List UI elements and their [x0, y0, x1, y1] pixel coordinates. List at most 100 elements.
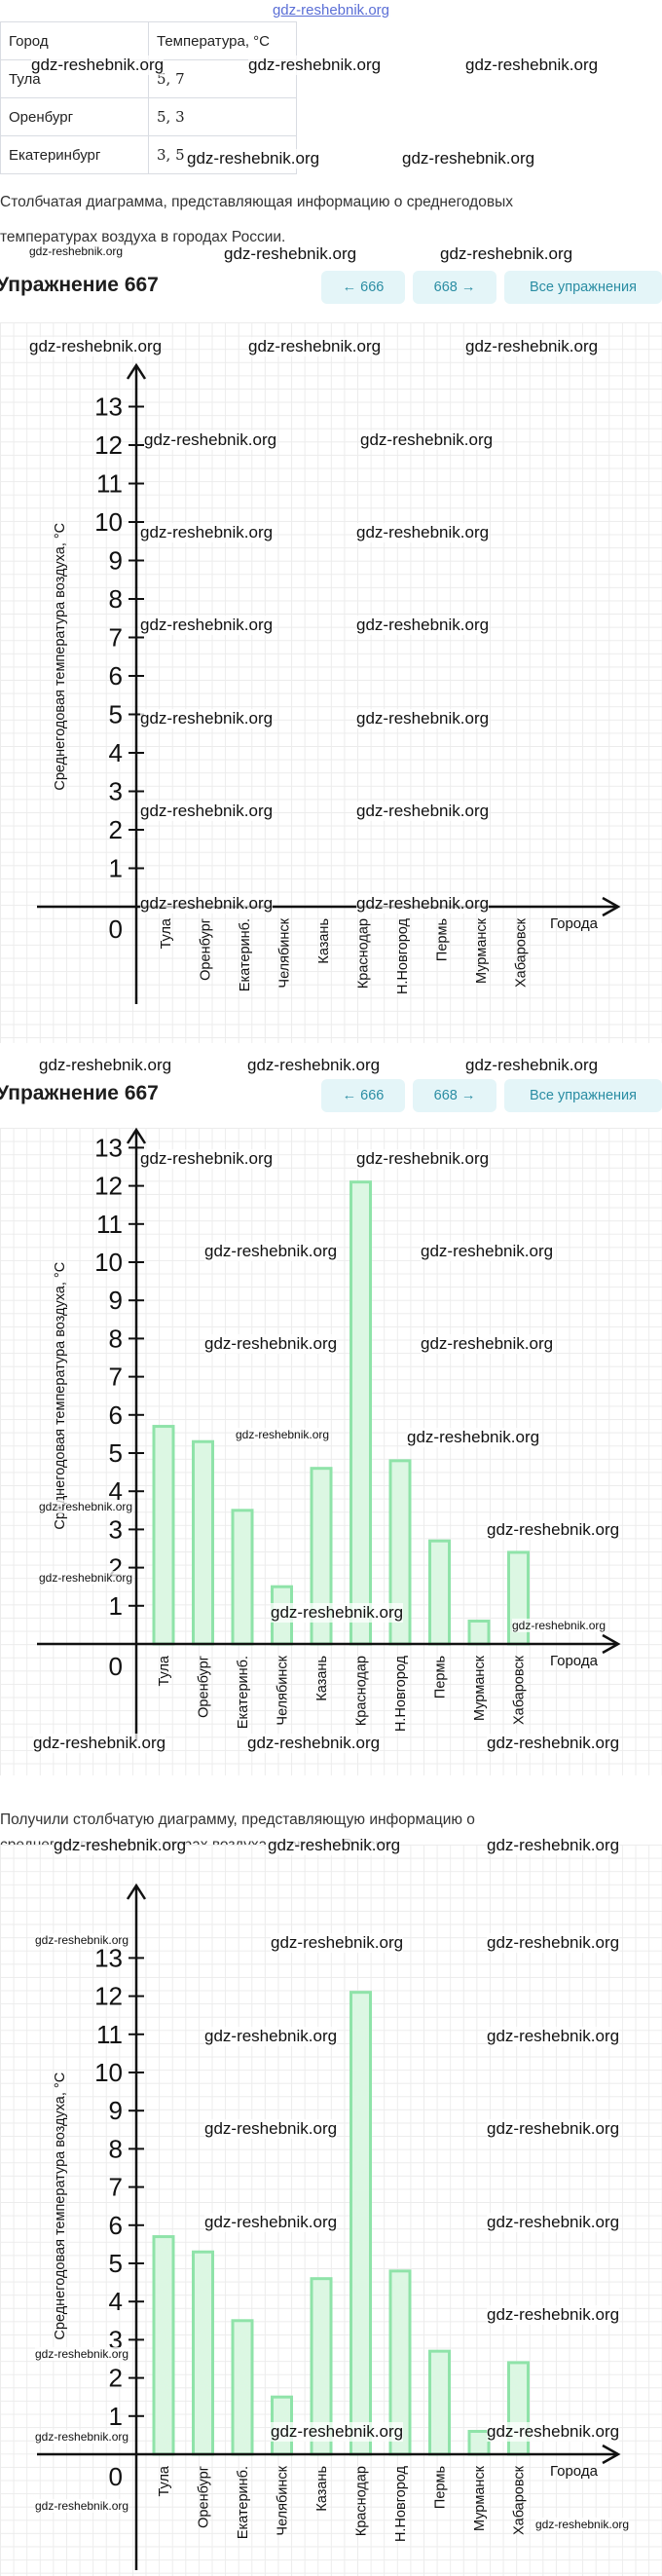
watermark-text: gdz-reshebnik.org: [35, 1933, 129, 1947]
watermark-text: gdz-reshebnik.org: [407, 1428, 540, 1447]
watermark-text: gdz-reshebnik.org: [356, 802, 490, 821]
watermark-text: gdz-reshebnik.org: [187, 149, 320, 168]
y-axis-arrow: [126, 1127, 147, 1144]
table-row: Оренбург 5, 3: [0, 97, 297, 136]
table-header-cell: Температура, °C: [148, 21, 297, 60]
watermark-text: gdz-reshebnik.org: [356, 1149, 490, 1169]
y-tick-label: 3: [109, 1514, 123, 1544]
table-header-cell: Город: [0, 21, 149, 60]
category-label-7: Пермь: [433, 2466, 449, 2509]
watermark-text: gdz-reshebnik.org: [247, 1734, 381, 1753]
y-tick-label: 4: [109, 738, 123, 767]
y-tick-label: 4: [109, 1476, 123, 1506]
category-label-2: Екатеринб.: [236, 2466, 251, 2539]
bar-8: [467, 1619, 491, 1646]
watermark-text: gdz-reshebnik.org: [271, 2422, 404, 2442]
all-exercises-button[interactable]: Все упражнения: [504, 271, 662, 304]
description-line-1: Столбчатая диаграмма, представляющая инф…: [0, 194, 513, 210]
watermark-text: gdz-reshebnik.org: [360, 430, 494, 450]
all-exercises-button[interactable]: Все упражнения: [504, 1079, 662, 1112]
watermark-text: gdz-reshebnik.org: [204, 2213, 338, 2232]
watermark-text: gdz-reshebnik.org: [204, 1242, 338, 1261]
watermark-text: gdz-reshebnik.org: [487, 2422, 620, 2442]
category-label-3: Челябинск: [276, 2465, 291, 2535]
category-label-3: Челябинск: [277, 917, 293, 988]
next-exercise-button[interactable]: 668 →: [413, 1079, 496, 1112]
y-tick-label: 12: [94, 1982, 123, 2011]
y-axis-title: Среднегодовая температура воздуха, °C: [53, 523, 68, 791]
prev-exercise-button[interactable]: ← 666: [321, 271, 405, 304]
y-tick-label: 12: [94, 1172, 123, 1201]
bar-2: [231, 2319, 254, 2456]
watermark-text: gdz-reshebnik.org: [512, 1619, 607, 1632]
watermark-text: gdz-reshebnik.org: [356, 709, 490, 728]
category-label-2: Екатеринб.: [236, 1656, 251, 1729]
y-axis-title: Среднегодовая температура воздуха, °C: [53, 2072, 68, 2340]
y-axis-title: Среднегодовая температура воздуха, °C: [53, 1262, 68, 1530]
category-label-8: Мурманск: [472, 2465, 488, 2531]
x-axis-title: Города: [550, 1653, 599, 1669]
watermark-text: gdz-reshebnik.org: [204, 2027, 338, 2046]
y-tick-label: 11: [96, 1210, 123, 1239]
watermark-text: gdz-reshebnik.org: [421, 1242, 554, 1261]
y-tick-label: 11: [96, 469, 123, 499]
y-tick-label: 12: [94, 430, 123, 460]
y-axis-arrow: [126, 1883, 147, 1900]
watermark-text: gdz-reshebnik.org: [248, 337, 382, 356]
watermark-text: gdz-reshebnik.org: [140, 894, 274, 914]
category-label-9: Хабаровск: [512, 2465, 528, 2535]
watermark-text: gdz-reshebnik.org: [35, 2347, 129, 2361]
watermark-text: gdz-reshebnik.org: [465, 1056, 599, 1075]
result-line-1: Получили столбчатую диаграмму, представл…: [0, 1811, 475, 1828]
watermark-text: gdz-reshebnik.org: [356, 616, 490, 635]
bar-0: [152, 1425, 175, 1646]
x-axis-arrow: [602, 2444, 621, 2465]
y-tick-label: 5: [109, 700, 123, 729]
watermark-text: gdz-reshebnik.org: [35, 2499, 129, 2513]
watermark-text: gdz-reshebnik.org: [140, 523, 274, 542]
watermark-text: gdz-reshebnik.org: [487, 1836, 620, 1855]
watermark-text: gdz-reshebnik.org: [140, 616, 274, 635]
y-tick-label: 10: [94, 1248, 123, 1277]
watermark-text: gdz-reshebnik.org: [204, 2119, 338, 2139]
prev-exercise-button[interactable]: ← 666: [321, 1079, 405, 1112]
y-tick-label: 2: [109, 815, 123, 844]
origin-label: 0: [109, 2462, 123, 2491]
y-tick-label: 6: [109, 661, 123, 691]
y-tick-label: 8: [109, 1324, 123, 1353]
table-header-row: Город Температура, °C: [0, 21, 297, 60]
next-exercise-button[interactable]: 668 →: [413, 271, 496, 304]
category-label-6: Н.Новгород: [393, 2465, 409, 2542]
watermark-text: gdz-reshebnik.org: [204, 1334, 338, 1354]
category-label-2: Екатеринб.: [238, 918, 253, 991]
category-label-9: Хабаровск: [512, 1655, 528, 1725]
y-tick-label: 5: [109, 2249, 123, 2278]
description-line-2: температурах воздуха в городах России.: [0, 229, 286, 245]
y-tick-label: 6: [109, 1400, 123, 1430]
watermark-text: gdz-reshebnik.org: [31, 56, 165, 75]
watermark-text: gdz-reshebnik.org: [224, 244, 357, 264]
watermark-text: gdz-reshebnik.org: [140, 1149, 274, 1169]
watermark-text: gdz-reshebnik.org: [39, 1571, 133, 1585]
watermark-text: gdz-reshebnik.org: [487, 2119, 620, 2139]
origin-label: 0: [109, 915, 123, 944]
category-label-4: Казань: [316, 918, 332, 964]
category-label-1: Оренбург: [197, 2466, 212, 2528]
y-tick-label: 2: [109, 2364, 123, 2393]
watermark-text: gdz-reshebnik.org: [487, 2027, 620, 2046]
y-tick-label: 10: [94, 2058, 123, 2087]
site-header-link[interactable]: gdz-reshebnik.org: [272, 2, 390, 19]
x-axis-title: Города: [550, 2463, 599, 2480]
watermark-text: gdz-reshebnik.org: [440, 244, 573, 264]
bar-0: [152, 2235, 175, 2456]
table-cell-temperature: 5, 3: [148, 97, 297, 136]
category-label-6: Н.Новгород: [393, 1655, 409, 1732]
watermark-text: gdz-reshebnik.org: [29, 337, 163, 356]
watermark-text: gdz-reshebnik.org: [39, 1056, 172, 1075]
watermark-text: gdz-reshebnik.org: [465, 56, 599, 75]
origin-label: 0: [109, 1652, 123, 1681]
watermark-text: gdz-reshebnik.org: [356, 894, 490, 914]
